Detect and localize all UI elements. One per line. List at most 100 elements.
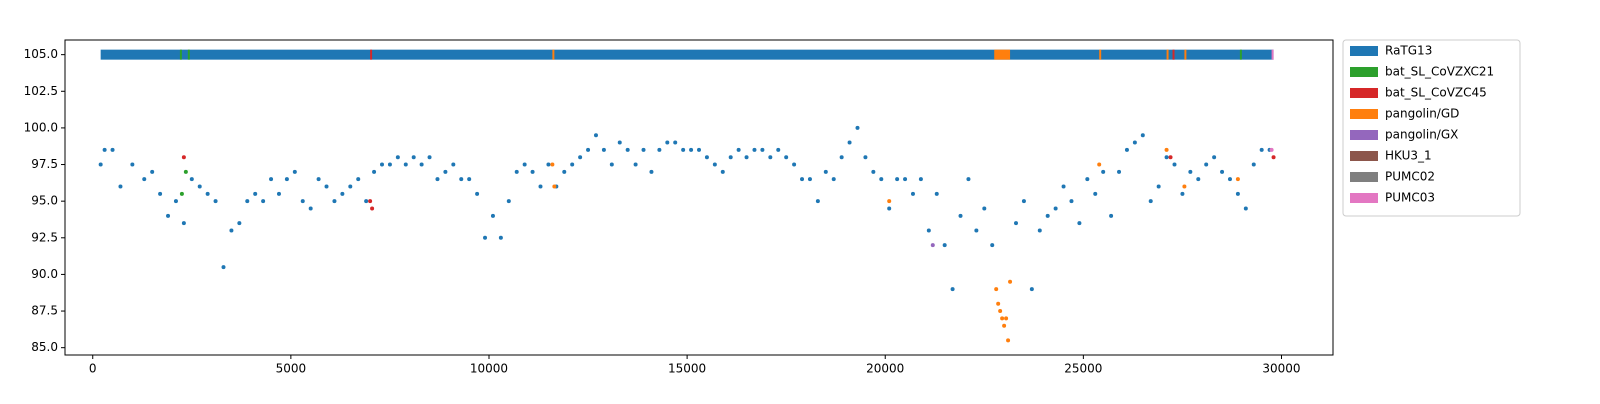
point xyxy=(996,301,1001,306)
point xyxy=(625,147,630,152)
point xyxy=(498,235,503,240)
point xyxy=(942,243,947,248)
point xyxy=(1117,169,1122,174)
point xyxy=(1271,155,1276,160)
point xyxy=(550,162,555,167)
legend-swatch xyxy=(1350,151,1378,161)
point xyxy=(657,147,662,152)
band-segment xyxy=(552,49,555,60)
point xyxy=(617,140,622,145)
point xyxy=(815,199,820,204)
point xyxy=(189,177,194,182)
point xyxy=(958,213,963,218)
point xyxy=(459,177,464,182)
point xyxy=(546,162,551,167)
band-segment xyxy=(1099,49,1102,60)
point xyxy=(435,177,440,182)
point xyxy=(570,162,575,167)
point xyxy=(982,206,987,211)
point xyxy=(276,191,281,196)
y-tick-label: 87.5 xyxy=(31,304,58,318)
point xyxy=(395,155,400,160)
point xyxy=(736,147,741,152)
point xyxy=(807,177,812,182)
y-tick-label: 97.5 xyxy=(31,157,58,171)
plot-area xyxy=(64,39,1334,356)
band-segment xyxy=(187,49,190,60)
y-tick-label: 92.5 xyxy=(31,230,58,244)
point xyxy=(673,140,678,145)
point xyxy=(863,155,868,160)
point xyxy=(1182,184,1187,189)
legend-label: pangolin/GD xyxy=(1385,107,1459,121)
point xyxy=(712,162,717,167)
point xyxy=(1156,184,1161,189)
point xyxy=(1172,162,1177,167)
point xyxy=(316,177,321,182)
point xyxy=(370,206,375,211)
point xyxy=(1204,162,1209,167)
point xyxy=(1164,147,1169,152)
point xyxy=(427,155,432,160)
point xyxy=(1029,287,1034,292)
point xyxy=(752,147,757,152)
point xyxy=(1148,199,1153,204)
point xyxy=(356,177,361,182)
point xyxy=(490,213,495,218)
point xyxy=(704,155,709,160)
legend-swatch xyxy=(1350,67,1378,77)
point xyxy=(229,228,234,233)
point xyxy=(1045,213,1050,218)
band-segment xyxy=(1239,49,1242,60)
point xyxy=(364,199,369,204)
point xyxy=(1004,316,1009,321)
point xyxy=(284,177,289,182)
point xyxy=(641,147,646,152)
point xyxy=(689,147,694,152)
point xyxy=(910,191,915,196)
point xyxy=(593,133,598,138)
x-tick-label: 15000 xyxy=(668,362,706,376)
point xyxy=(1251,162,1256,167)
point xyxy=(102,147,107,152)
legend-label: pangolin/GX xyxy=(1385,128,1458,142)
point xyxy=(308,206,313,211)
point xyxy=(372,169,377,174)
point xyxy=(578,155,583,160)
point xyxy=(1227,177,1232,182)
point xyxy=(1212,155,1217,160)
point xyxy=(419,162,424,167)
point xyxy=(1008,279,1013,284)
point xyxy=(1235,191,1240,196)
point xyxy=(998,309,1003,314)
point xyxy=(966,177,971,182)
y-tick-label: 85.0 xyxy=(31,340,58,354)
point xyxy=(1053,206,1058,211)
point xyxy=(768,155,773,160)
point xyxy=(728,155,733,160)
point xyxy=(879,177,884,182)
point xyxy=(918,177,923,182)
point xyxy=(237,221,242,226)
point xyxy=(831,177,836,182)
point xyxy=(181,221,186,226)
point xyxy=(1124,147,1129,152)
legend-swatch xyxy=(1350,46,1378,56)
point xyxy=(269,177,274,182)
point xyxy=(1002,323,1007,328)
point xyxy=(1097,162,1102,167)
point xyxy=(1085,177,1090,182)
point xyxy=(183,169,188,174)
point xyxy=(158,191,163,196)
point xyxy=(1077,221,1082,226)
point xyxy=(130,162,135,167)
x-tick-label: 20000 xyxy=(866,362,904,376)
band-segment xyxy=(1271,49,1274,60)
point xyxy=(522,162,527,167)
point xyxy=(300,199,305,204)
point xyxy=(562,169,567,174)
y-tick-label: 95.0 xyxy=(31,194,58,208)
legend-label: bat_SL_CoVZXC21 xyxy=(1385,65,1494,79)
point xyxy=(720,169,725,174)
point xyxy=(1000,316,1005,321)
